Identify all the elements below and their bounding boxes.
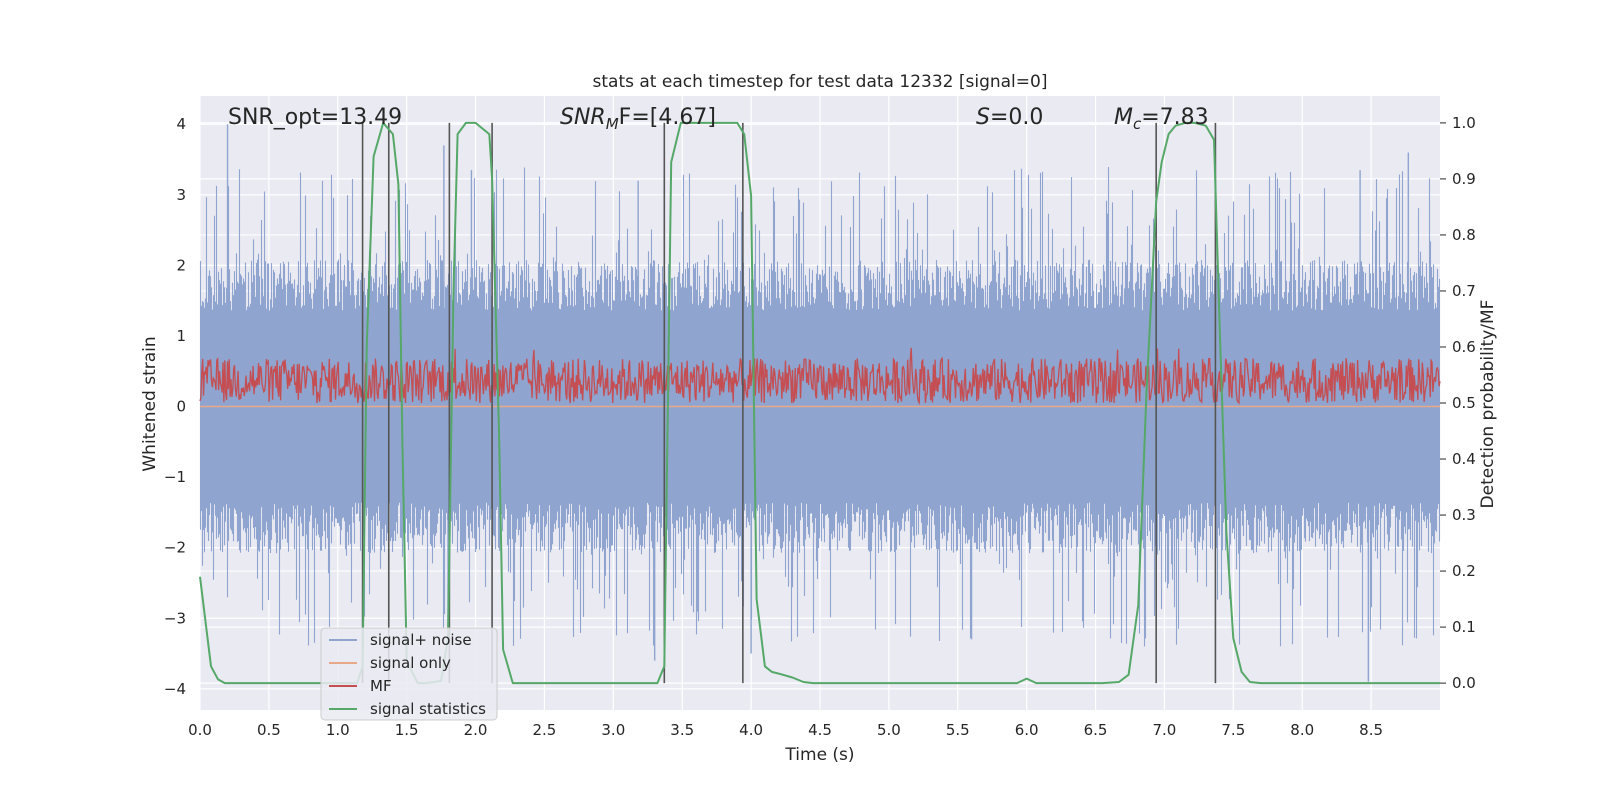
signal-statistics-trace bbox=[199, 121, 1440, 685]
annotation-s: S=0.0 bbox=[976, 105, 1043, 130]
y-tick-label-left: 0 bbox=[176, 398, 186, 416]
y-tick-label-right: 0.4 bbox=[1452, 450, 1476, 468]
y-tick-label-right: 1.0 bbox=[1452, 114, 1476, 132]
annotation-snr-mf-sub: M bbox=[606, 115, 619, 133]
x-axis-label: Time (s) bbox=[784, 745, 854, 765]
y-axis-label-left: Whitened strain bbox=[140, 336, 160, 471]
annotation-mc: Mc=7.83 bbox=[1114, 105, 1209, 133]
annotation-mc-sub: c bbox=[1133, 115, 1142, 133]
legend-box bbox=[320, 627, 498, 721]
chart-title: stats at each timestep for test data 123… bbox=[593, 72, 1048, 92]
x-tick-label: 0.0 bbox=[188, 721, 212, 739]
y-tick-label-left: 2 bbox=[176, 256, 186, 274]
x-tick-label: 2.5 bbox=[533, 721, 557, 739]
annotation-snr-opt: SNR_opt=13.49 bbox=[228, 105, 402, 130]
x-tick-label: 4.0 bbox=[739, 721, 763, 739]
x-tick-label: 1.5 bbox=[395, 721, 419, 739]
y-tick-label-left: −4 bbox=[164, 680, 186, 698]
legend: signal+ noise signal only MF signal stat… bbox=[320, 627, 498, 721]
annotations: SNR_opt=13.49 SNRMF=[4.67] S=0.0 Mc=7.83 bbox=[228, 105, 1209, 133]
x-axis-ticks: 0.0 0.5 1.0 1.5 2.0 2.5 3.0 3.5 4.0 4.5 5.0 5.5 6.0 6… bbox=[188, 721, 1383, 739]
annotation-s-base: S bbox=[976, 105, 990, 130]
legend-label-mf: MF bbox=[370, 677, 392, 695]
y-tick-label-left: −1 bbox=[164, 468, 186, 486]
y-tick-label-right: 0.6 bbox=[1452, 338, 1476, 356]
mf-trace bbox=[199, 347, 1441, 406]
x-tick-label: 0.5 bbox=[257, 721, 281, 739]
y-tick-label-right: 0.9 bbox=[1452, 170, 1476, 188]
series-signal-noise bbox=[199, 124, 1441, 682]
x-tick-label: 3.0 bbox=[601, 721, 625, 739]
x-tick-label: 6.5 bbox=[1084, 721, 1108, 739]
annotation-mc-base: M bbox=[1114, 105, 1133, 130]
y-tick-label-left: 4 bbox=[176, 115, 186, 133]
legend-label-signal-only: signal only bbox=[370, 654, 451, 672]
annotation-snr-mf-rest: F=[4.67] bbox=[619, 105, 716, 130]
y-tick-label-left: −2 bbox=[164, 539, 186, 557]
y-tick-label-right: 0.5 bbox=[1452, 394, 1476, 412]
x-tick-label: 8.5 bbox=[1359, 721, 1383, 739]
y-tick-label-left: 1 bbox=[176, 327, 186, 345]
annotation-snr-mf: SNRMF=[4.67] bbox=[560, 105, 716, 133]
y-tick-label-right: 0.8 bbox=[1452, 226, 1476, 244]
annotation-mc-rest: =7.83 bbox=[1141, 105, 1208, 130]
y-tick-label-right: 0.7 bbox=[1452, 282, 1476, 300]
y-tick-label-right: 0.3 bbox=[1452, 506, 1476, 524]
y-axis-ticks-right: 0.0 0.1 0.2 0.3 0.4 0.5 0.6 0.7 0.8 0.9 1.0 bbox=[1440, 114, 1476, 692]
x-tick-label: 2.0 bbox=[464, 721, 488, 739]
y-tick-label-right: 0.2 bbox=[1452, 562, 1476, 580]
plot-area bbox=[199, 96, 1441, 710]
x-tick-label: 3.5 bbox=[670, 721, 694, 739]
x-tick-label: 7.5 bbox=[1221, 721, 1245, 739]
x-tick-label: 7.0 bbox=[1153, 721, 1177, 739]
series-mf bbox=[199, 347, 1441, 406]
annotation-s-rest: =0.0 bbox=[990, 105, 1043, 130]
y-axis-ticks-left: −4 −3 −2 −1 0 1 2 3 4 bbox=[164, 115, 186, 698]
x-tick-label: 1.0 bbox=[326, 721, 350, 739]
x-tick-label: 4.5 bbox=[808, 721, 832, 739]
y-tick-label-right: 0.0 bbox=[1452, 674, 1476, 692]
y-tick-label-right: 0.1 bbox=[1452, 618, 1476, 636]
series-signal-statistics bbox=[199, 121, 1440, 685]
y-tick-label-left: −3 bbox=[164, 609, 186, 627]
y-tick-label-left: 3 bbox=[176, 186, 186, 204]
x-tick-label: 6.0 bbox=[1015, 721, 1039, 739]
legend-label-signal-noise: signal+ noise bbox=[370, 631, 472, 649]
x-tick-label: 5.0 bbox=[877, 721, 901, 739]
y-axis-label-right: Detection probability/MF bbox=[1478, 300, 1498, 509]
x-tick-label: 5.5 bbox=[946, 721, 970, 739]
annotation-snr-mf-base: SNR bbox=[560, 105, 606, 130]
x-tick-label: 8.0 bbox=[1290, 721, 1314, 739]
legend-label-signal-statistics: signal statistics bbox=[370, 700, 486, 718]
vertical-markers bbox=[361, 122, 1217, 684]
